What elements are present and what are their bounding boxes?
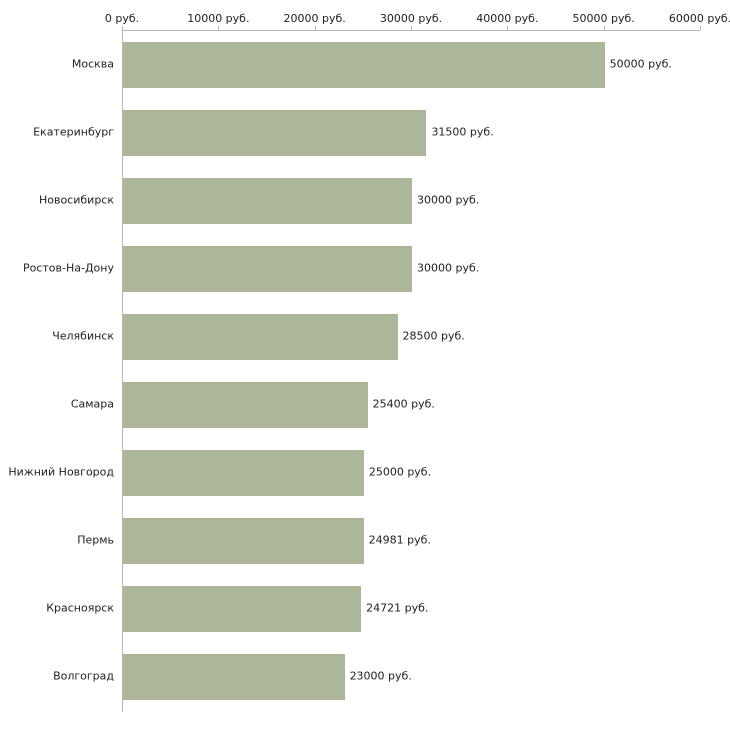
value-label: 25400 руб.	[372, 397, 435, 411]
x-tick-label: 10000 руб.	[187, 12, 250, 25]
bar-row	[123, 235, 700, 303]
bar	[123, 586, 362, 632]
bar	[123, 314, 398, 360]
value-label: 50000 руб.	[609, 57, 672, 71]
value-label: 30000 руб.	[417, 193, 480, 207]
x-tick-mark	[122, 26, 123, 30]
x-tick-label: 40000 руб.	[476, 12, 539, 25]
bar-row	[123, 371, 700, 439]
value-label: 25000 руб.	[368, 465, 432, 479]
value-label: 31500 руб.	[431, 125, 494, 139]
category-label: Волгоград	[53, 669, 114, 683]
x-tick-label: 20000 руб.	[283, 12, 346, 25]
x-tick-mark	[218, 26, 220, 30]
x-tick-label: 50000 руб.	[572, 12, 635, 25]
x-tick-label: 60000 руб.	[668, 12, 730, 25]
category-label: Челябинск	[52, 329, 114, 343]
bar	[123, 178, 412, 224]
category-label: Ростов-На-Дону	[22, 261, 114, 275]
x-tick-mark	[314, 26, 316, 30]
x-tick-mark	[507, 26, 509, 30]
value-label: 24721 руб.	[366, 601, 429, 615]
x-tick-label: 0 руб.	[104, 12, 140, 25]
bar-row	[123, 303, 700, 371]
x-tick-label: 30000 руб.	[379, 12, 443, 25]
x-tick-mark	[411, 26, 412, 30]
plot-area	[122, 30, 700, 712]
bar	[123, 382, 368, 428]
bar-row	[123, 99, 700, 167]
bar	[123, 518, 364, 564]
bar-row	[123, 31, 700, 99]
bar	[123, 654, 345, 700]
bar-row	[123, 507, 700, 575]
bar-row	[123, 643, 700, 711]
category-label: Пермь	[77, 533, 114, 547]
bar	[123, 450, 364, 496]
category-label: Нижний Новгород	[8, 465, 114, 479]
category-label: Новосибирск	[38, 193, 114, 207]
category-label: Красноярск	[46, 601, 114, 615]
x-tick-mark	[700, 26, 701, 30]
category-label: Самара	[70, 397, 114, 411]
value-label: 28500 руб.	[402, 329, 465, 343]
value-label: 24981 руб.	[368, 533, 431, 547]
bar-row	[123, 167, 700, 235]
bar	[123, 110, 427, 156]
bar-row	[123, 439, 700, 507]
x-tick-mark	[603, 26, 605, 30]
value-label: 30000 руб.	[417, 261, 480, 275]
bar	[123, 246, 412, 292]
bar	[123, 42, 605, 88]
category-label: Екатеринбург	[33, 125, 114, 139]
bar-row	[123, 575, 700, 643]
value-label: 23000 руб.	[349, 669, 412, 683]
category-label: Москва	[71, 57, 114, 71]
